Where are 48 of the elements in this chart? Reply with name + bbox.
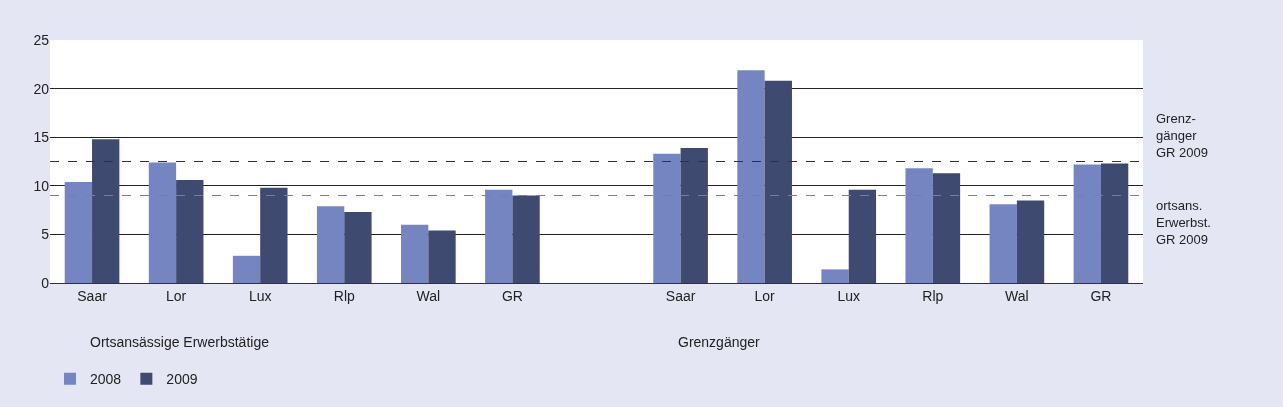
bar bbox=[176, 179, 204, 283]
x-tick-label: Lux bbox=[837, 287, 861, 304]
bar bbox=[64, 181, 93, 283]
bar bbox=[428, 230, 456, 283]
x-tick-label: Wal bbox=[1005, 287, 1029, 304]
x-tick-label: Wal bbox=[416, 287, 441, 304]
bar bbox=[932, 173, 961, 283]
bar bbox=[737, 70, 765, 283]
y-tick-label: 0 bbox=[41, 274, 50, 291]
bar bbox=[989, 204, 1017, 283]
bar bbox=[1100, 163, 1129, 283]
y-tick-label: 5 bbox=[41, 226, 50, 243]
bar bbox=[848, 189, 877, 283]
bar bbox=[764, 80, 792, 283]
y-tick-label: 20 bbox=[33, 80, 50, 97]
bar bbox=[680, 147, 708, 283]
bar bbox=[653, 153, 681, 283]
x-tick-label: GR bbox=[501, 287, 523, 304]
x-tick-label: Rlp bbox=[333, 287, 355, 304]
bar bbox=[232, 255, 261, 283]
y-tick-label: 10 bbox=[33, 177, 50, 194]
legend-label: 2009 bbox=[166, 371, 198, 388]
text: Ortsansässige Erwerbstätige bbox=[90, 334, 270, 350]
x-tick-label: Saar bbox=[665, 287, 696, 304]
bar bbox=[401, 224, 429, 283]
bar bbox=[344, 212, 372, 283]
x-tick-label: Saar bbox=[77, 287, 108, 304]
bar bbox=[316, 206, 345, 283]
x-tick-label: GR bbox=[1090, 287, 1112, 304]
y-tick-label: 25 bbox=[33, 31, 50, 48]
bar bbox=[485, 189, 513, 283]
bar bbox=[512, 195, 540, 283]
bar bbox=[905, 168, 933, 283]
ref-line-label: ortsans. Erwerbst. GR 2009 bbox=[1156, 198, 1211, 247]
ref-line-label: Grenz- gänger GR 2009 bbox=[1156, 111, 1209, 160]
legend-label: 2008 bbox=[90, 371, 122, 388]
y-tick-label: 15 bbox=[33, 129, 50, 146]
x-tick-label: Lor bbox=[166, 287, 187, 304]
x-tick-label: Lux bbox=[248, 287, 272, 304]
bar bbox=[148, 162, 177, 283]
bar bbox=[260, 187, 288, 283]
bar bbox=[1016, 200, 1045, 283]
x-tick-label: Rlp bbox=[922, 287, 944, 304]
x-tick-label: Lor bbox=[754, 287, 776, 304]
bar bbox=[1073, 164, 1101, 283]
bar bbox=[92, 139, 120, 283]
text: Grenzgänger bbox=[678, 334, 761, 350]
bar bbox=[821, 269, 849, 283]
